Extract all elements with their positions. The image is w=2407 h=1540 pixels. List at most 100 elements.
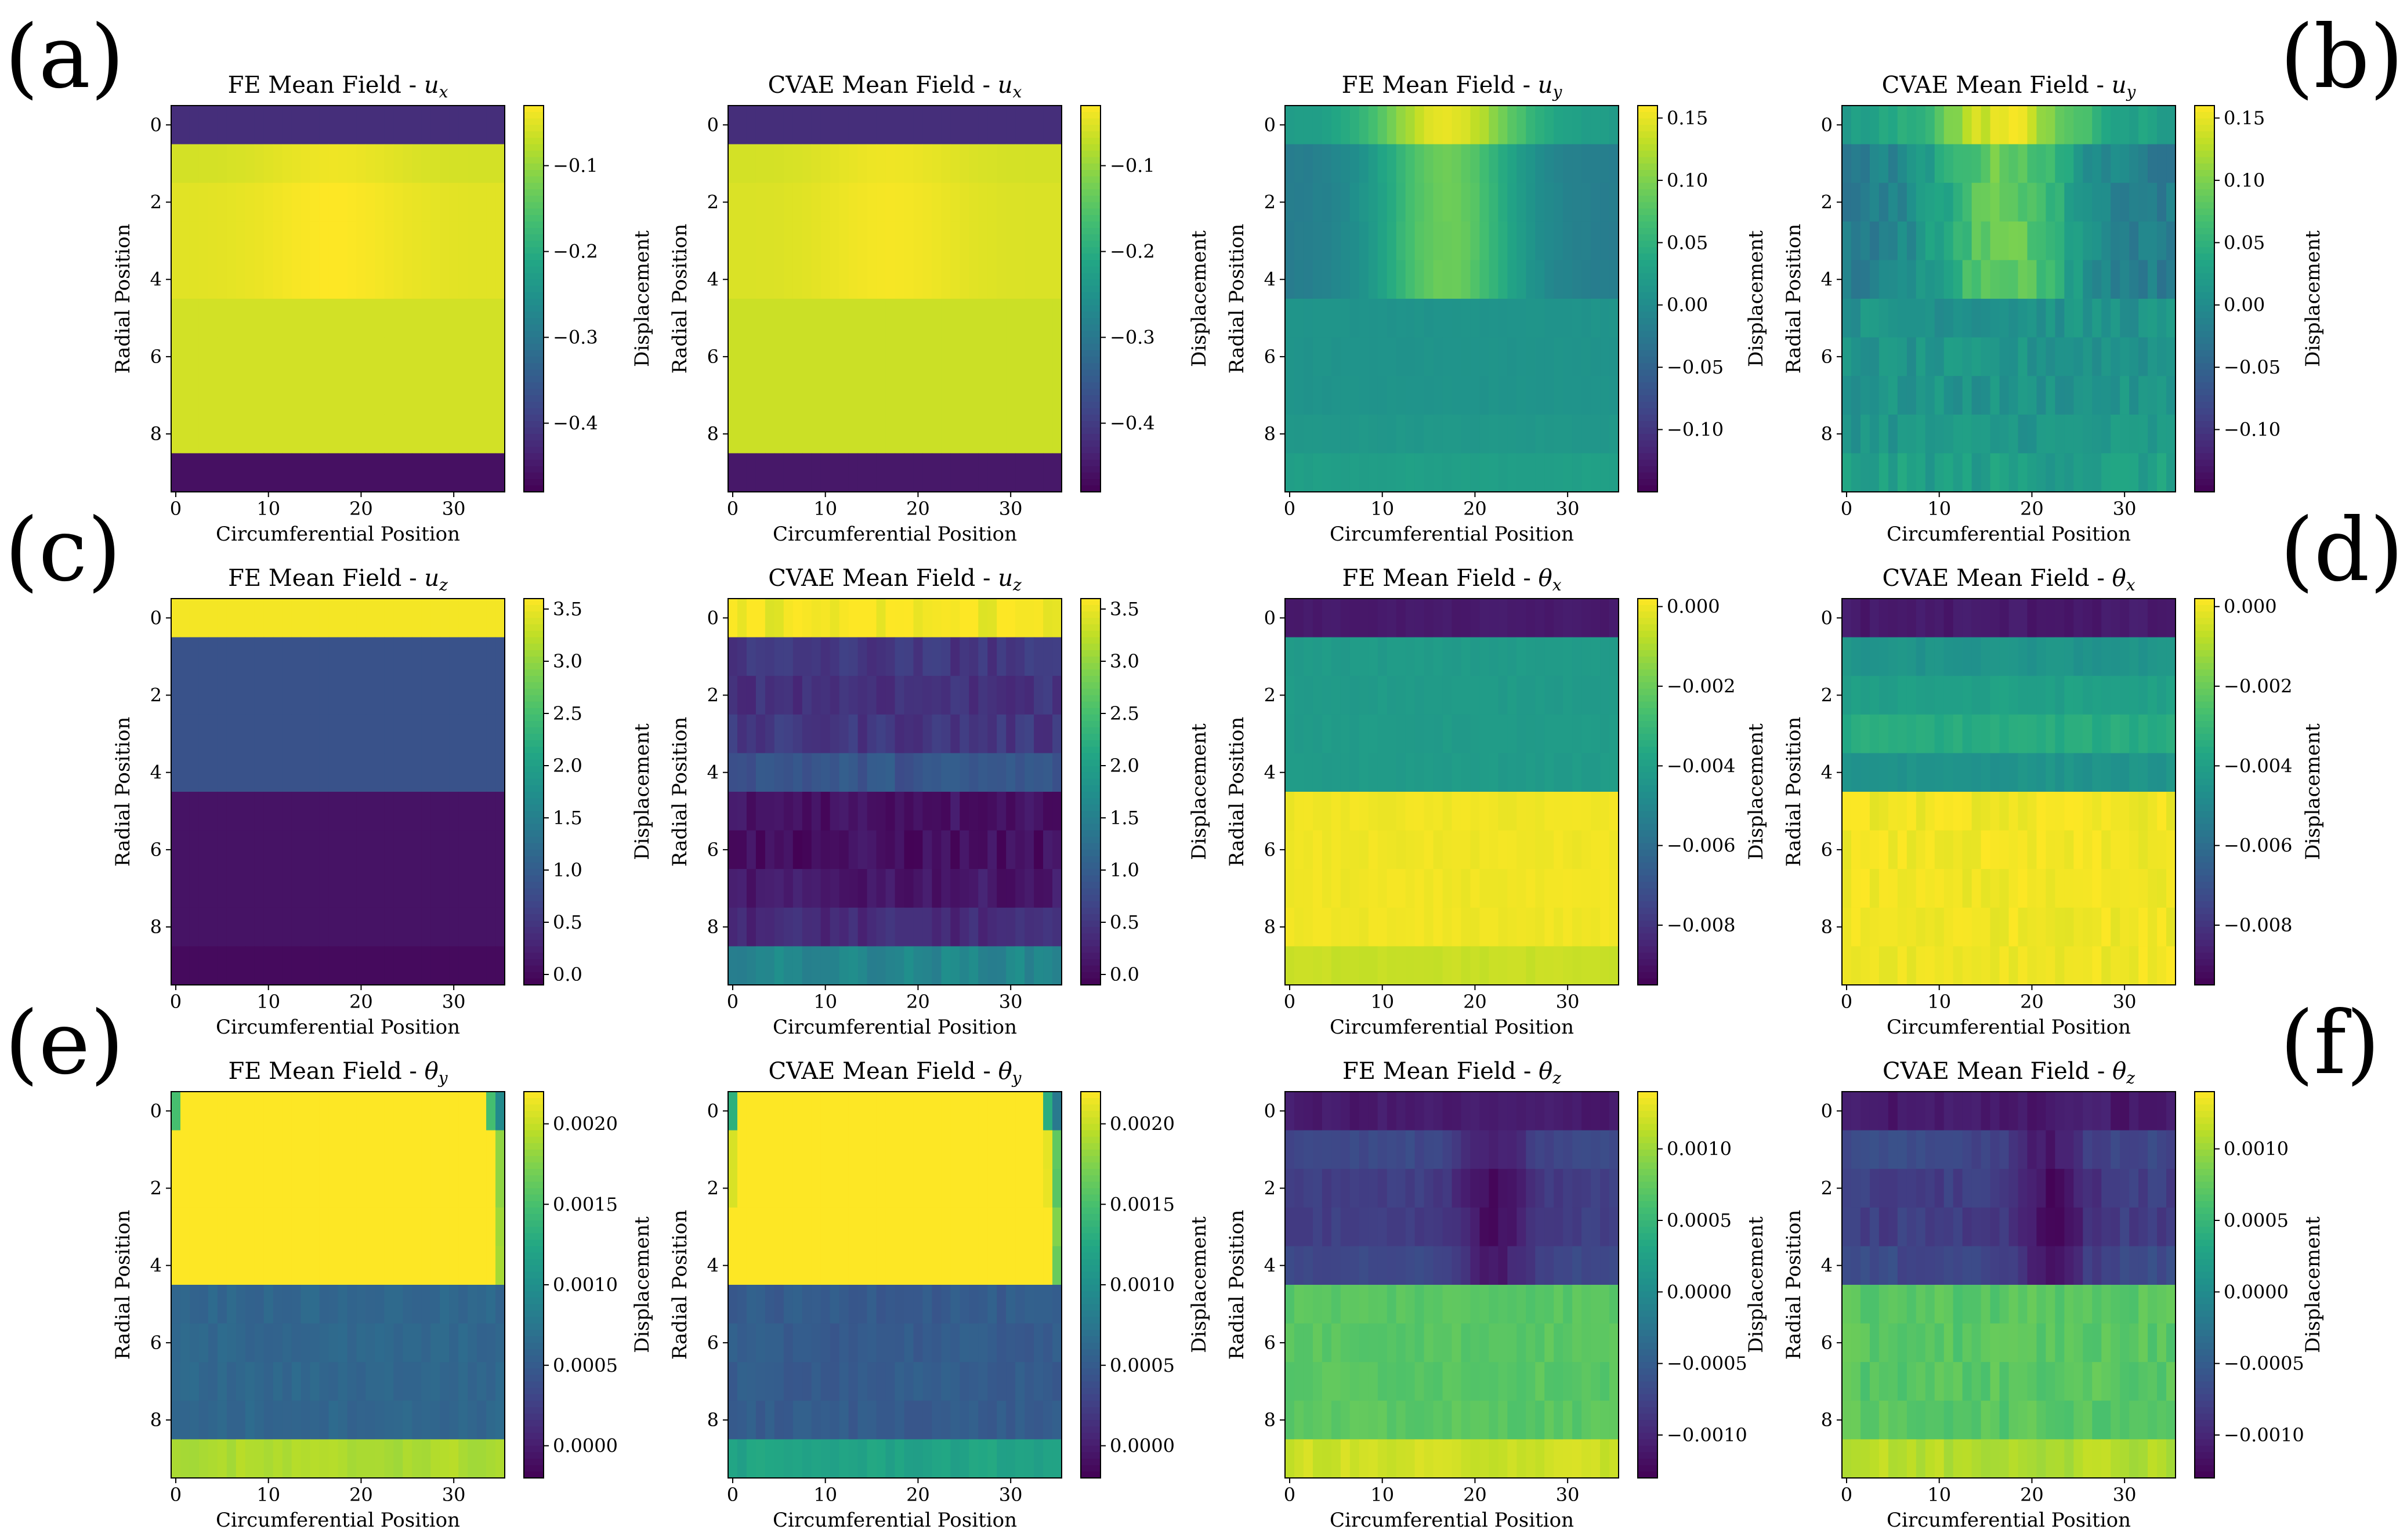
heatmap-cell bbox=[839, 1246, 849, 1285]
colorbar-segment bbox=[524, 1356, 544, 1363]
heatmap-cell bbox=[1387, 1439, 1397, 1479]
heatmap-cell bbox=[2129, 714, 2139, 753]
heatmap-cell bbox=[2055, 599, 2065, 638]
colorbar-segment bbox=[524, 1207, 544, 1215]
heatmap-cell bbox=[802, 144, 812, 183]
heatmap-cell bbox=[904, 1130, 914, 1169]
heatmap-cell bbox=[820, 106, 831, 145]
heatmap-cell bbox=[180, 453, 190, 492]
heatmap-cell bbox=[440, 260, 450, 299]
heatmap-cell bbox=[1544, 1400, 1554, 1440]
heatmap-cell bbox=[393, 1092, 403, 1131]
heatmap-cell bbox=[783, 792, 794, 831]
heatmap-cell bbox=[1359, 599, 1369, 638]
heatmap-cell bbox=[1609, 1400, 1619, 1440]
heatmap-cell bbox=[1368, 869, 1378, 908]
heatmap-cell bbox=[1285, 1092, 1295, 1131]
heatmap-cell bbox=[746, 1130, 757, 1169]
colorbar-segment bbox=[524, 907, 544, 915]
colorbar-segment bbox=[1081, 1213, 1101, 1221]
heatmap-cell bbox=[2157, 869, 2167, 908]
heatmap-cell bbox=[1860, 144, 1870, 183]
heatmap-cell bbox=[932, 453, 942, 492]
heatmap-cell bbox=[198, 1285, 209, 1324]
colorbar-tick-label: 3.5 bbox=[553, 598, 582, 620]
heatmap-cell bbox=[1470, 599, 1481, 638]
heatmap-cell bbox=[189, 1439, 200, 1479]
heatmap-cell bbox=[180, 183, 190, 222]
heatmap-cell bbox=[338, 1439, 348, 1479]
heatmap-cell bbox=[932, 376, 942, 415]
heatmap-cell bbox=[384, 1362, 394, 1401]
heatmap-cell bbox=[2166, 183, 2176, 222]
heatmap-cell bbox=[774, 376, 784, 415]
heatmap-cell bbox=[895, 1092, 905, 1131]
heatmap-cell bbox=[449, 376, 459, 415]
heatmap-cell bbox=[904, 1323, 914, 1363]
heatmap-cell bbox=[1479, 376, 1489, 415]
heatmap-cell bbox=[811, 1285, 821, 1324]
colorbar-segment bbox=[1081, 227, 1101, 235]
colorbar-tick-label: −0.10 bbox=[2224, 419, 2281, 441]
heatmap-cell bbox=[171, 869, 181, 908]
heatmap-cell bbox=[180, 1169, 190, 1208]
heatmap-cell bbox=[978, 714, 988, 753]
colorbar-segment bbox=[1638, 266, 1657, 274]
heatmap-cell bbox=[245, 1246, 255, 1285]
heatmap-cell bbox=[1572, 753, 1582, 792]
heatmap-cell bbox=[765, 1323, 775, 1363]
heatmap-cell bbox=[226, 1323, 237, 1363]
heatmap-cell bbox=[2055, 907, 2065, 947]
heatmap-cell bbox=[1916, 753, 1926, 792]
colorbar-segment bbox=[1638, 1149, 1657, 1157]
heatmap-cell bbox=[291, 1323, 302, 1363]
heatmap-cell bbox=[1015, 637, 1025, 676]
heatmap-cell bbox=[449, 144, 459, 183]
heatmap-cell bbox=[1572, 299, 1582, 338]
colorbar-label: Displacement bbox=[2301, 723, 2325, 860]
heatmap-cell bbox=[421, 1400, 431, 1440]
heatmap-cell bbox=[969, 106, 979, 145]
heatmap-cell bbox=[885, 1207, 896, 1247]
heatmap-cell bbox=[895, 299, 905, 338]
heatmap-cell bbox=[1916, 637, 1926, 676]
heatmap-cell bbox=[1572, 260, 1582, 299]
heatmap-cell bbox=[857, 183, 868, 222]
heatmap-cell bbox=[2055, 376, 2065, 415]
heatmap-cell bbox=[1498, 830, 1508, 869]
heatmap-cell bbox=[1925, 830, 1935, 869]
heatmap-cell bbox=[2129, 376, 2139, 415]
heatmap-cell bbox=[1368, 1092, 1378, 1131]
heatmap-cell bbox=[226, 1362, 237, 1401]
heatmap-cell bbox=[1405, 106, 1416, 145]
heatmap-cell bbox=[310, 106, 320, 145]
heatmap-cell bbox=[960, 1285, 969, 1324]
colorbar-segment bbox=[524, 1304, 544, 1311]
heatmap-cell bbox=[282, 1092, 292, 1131]
heatmap-cell bbox=[1405, 221, 1416, 260]
heatmap-cell bbox=[1860, 376, 1870, 415]
heatmap-cell bbox=[291, 453, 302, 492]
heatmap-cell bbox=[273, 453, 283, 492]
heatmap-cell bbox=[1554, 1285, 1563, 1324]
heatmap-cell bbox=[1331, 1169, 1341, 1208]
colorbar-segment bbox=[1081, 811, 1101, 818]
heatmap-cell bbox=[1006, 1285, 1016, 1324]
heatmap-cell bbox=[839, 830, 849, 869]
heatmap-cell bbox=[1479, 106, 1489, 145]
x-axis-label: Circumferential Position bbox=[773, 1509, 1017, 1532]
heatmap-cell bbox=[421, 453, 431, 492]
heatmap-cell bbox=[189, 830, 200, 869]
heatmap-cell bbox=[802, 1362, 812, 1401]
heatmap-cell bbox=[765, 183, 775, 222]
heatmap-cell bbox=[1925, 637, 1935, 676]
heatmap-cell bbox=[1851, 907, 1861, 947]
heatmap-cell bbox=[978, 599, 988, 638]
heatmap-cell bbox=[1340, 1207, 1351, 1247]
heatmap-cell bbox=[338, 1323, 348, 1363]
heatmap-cell bbox=[1535, 792, 1545, 831]
heatmap-cell bbox=[1442, 144, 1453, 183]
heatmap-cell bbox=[830, 714, 840, 753]
heatmap-cell bbox=[1312, 376, 1323, 415]
heatmap-cell bbox=[1405, 637, 1416, 676]
